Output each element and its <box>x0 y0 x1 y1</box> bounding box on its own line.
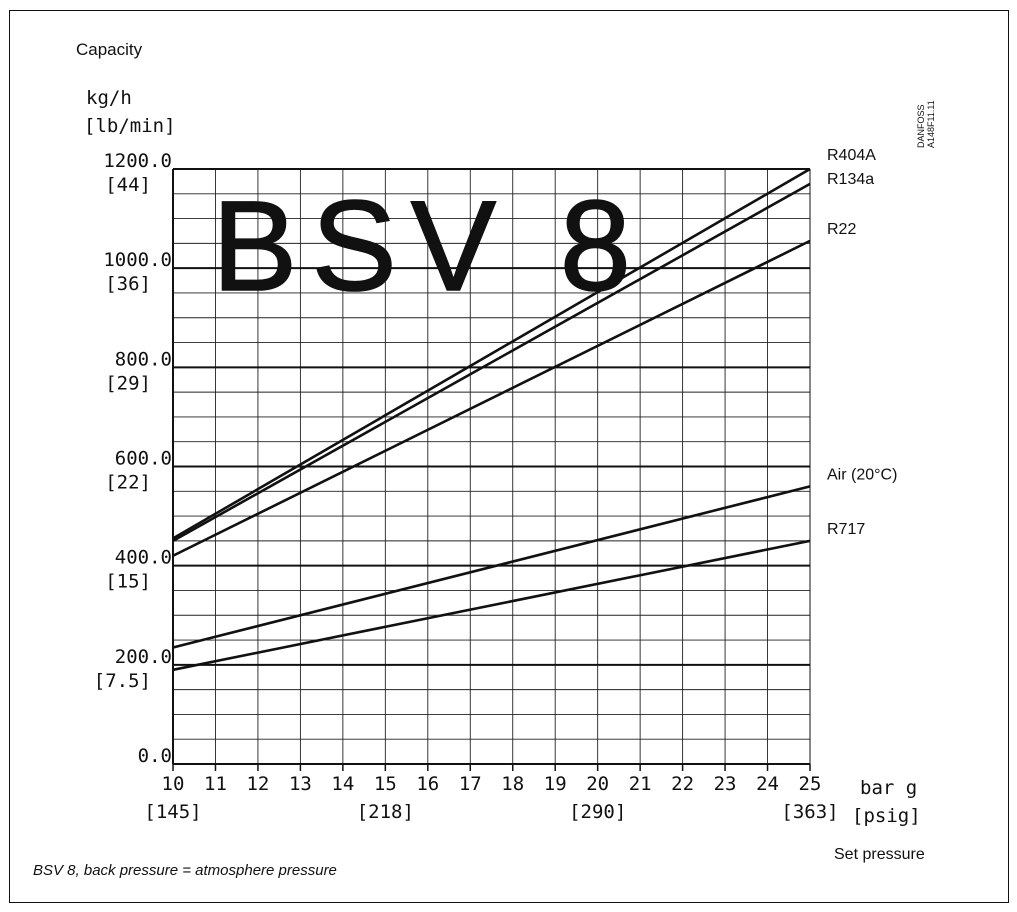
y-axis-unit: kg/h <box>86 87 132 109</box>
x-axis-unit-alt: [psig] <box>852 805 921 827</box>
drawing-reference-stamp: DANFOSS A148F11.11 <box>916 100 936 148</box>
x-tick-label: 24 <box>756 773 779 795</box>
x-tick-label-alt: [218] <box>357 801 414 823</box>
figure-caption: BSV 8, back pressure = atmosphere pressu… <box>33 862 337 879</box>
x-tick-label: 16 <box>416 773 439 795</box>
x-tick-label: 20 <box>586 773 609 795</box>
series-line <box>172 239 811 557</box>
x-axis-unit: bar g <box>860 777 917 799</box>
y-tick-label: 200.0 <box>115 646 172 668</box>
series-line <box>172 485 811 649</box>
svg-text:A148F11.11: A148F11.11 <box>926 100 936 148</box>
y-tick-label-alt: [22] <box>105 472 151 494</box>
x-tick-label: 15 <box>374 773 397 795</box>
y-tick-label: 1200.0 <box>103 150 172 172</box>
y-tick-label-alt: [29] <box>105 372 151 394</box>
x-tick-label: 18 <box>501 773 524 795</box>
x-tick-labels: 10 11 12 13 14 15 16 17 18 19 20 21 22 23 24 25 [145] [21… <box>144 773 838 823</box>
series-label: R717 <box>827 521 865 538</box>
x-tick-label: 12 <box>246 773 269 795</box>
axes <box>172 168 811 771</box>
y-axis-unit-alt: [lb/min] <box>84 115 176 137</box>
series-line <box>172 182 811 543</box>
y-tick-label-alt: [44] <box>105 174 151 196</box>
x-axis-title: Set pressure <box>834 846 925 863</box>
series-label: R22 <box>827 221 856 238</box>
x-tick-label: 19 <box>544 773 567 795</box>
x-tick-label: 21 <box>629 773 652 795</box>
y-tick-label: 400.0 <box>115 547 172 569</box>
x-tick-label-alt: [363] <box>781 801 838 823</box>
data-series <box>172 167 811 672</box>
series-label: R134a <box>827 171 874 188</box>
x-tick-label: 22 <box>671 773 694 795</box>
y-tick-label-alt: [15] <box>105 571 151 593</box>
y-tick-label: 0.0 <box>138 745 172 767</box>
y-axis-title: Capacity <box>76 40 143 59</box>
x-tick-label: 11 <box>204 773 227 795</box>
series-labels: R404A R134a R22 Air (20°C) R717 <box>827 147 897 538</box>
series-label: Air (20°C) <box>827 466 897 483</box>
y-tick-labels: 0.0 200.0[7.5] 400.0[15] 600.0[22] 800.0[29]… <box>94 150 172 767</box>
y-tick-label-alt: [36] <box>105 273 151 295</box>
x-tick-label: 14 <box>331 773 354 795</box>
y-tick-label-alt: [7.5] <box>94 670 151 692</box>
figure-frame <box>9 10 1009 903</box>
x-tick-label: 17 <box>459 773 482 795</box>
svg-text:DANFOSS: DANFOSS <box>916 104 926 148</box>
x-tick-label: 23 <box>714 773 737 795</box>
x-tick-label: 25 <box>799 773 822 795</box>
x-tick-label-alt: [145] <box>144 801 201 823</box>
y-tick-label: 600.0 <box>115 448 172 470</box>
x-tick-label-alt: [290] <box>569 801 626 823</box>
series-label: R404A <box>827 147 876 164</box>
y-tick-label: 1000.0 <box>103 249 172 271</box>
x-tick-label: 13 <box>289 773 312 795</box>
chart-title: BSV 8 <box>212 175 645 318</box>
chart-title-outline: BSV 8 <box>211 174 645 319</box>
x-tick-label: 10 <box>162 773 185 795</box>
series-line <box>172 167 811 540</box>
y-tick-label: 800.0 <box>115 348 172 370</box>
series-line <box>172 539 811 672</box>
